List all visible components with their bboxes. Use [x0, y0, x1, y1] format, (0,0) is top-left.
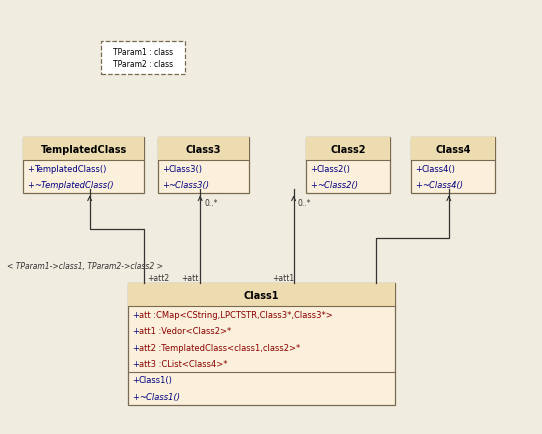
Text: +: +	[132, 326, 139, 335]
Text: ~Class3(): ~Class3()	[169, 181, 210, 190]
Text: ~TemplatedClass(): ~TemplatedClass()	[34, 181, 113, 190]
Bar	[128, 284, 395, 306]
Text: Class3(): Class3()	[169, 164, 203, 173]
Text: +: +	[27, 181, 34, 190]
Text: +: +	[132, 343, 139, 352]
Text: TemplatedClass: TemplatedClass	[41, 145, 127, 154]
Text: ~Class2(): ~Class2()	[317, 181, 358, 190]
Text: +: +	[132, 310, 139, 319]
Text: ~Class4(): ~Class4()	[422, 181, 463, 190]
Text: ~Class1(): ~Class1()	[139, 392, 180, 401]
Text: +: +	[311, 164, 317, 173]
Text: att :CMap<CString,LPCTSTR,Class3*,Class3*>: att :CMap<CString,LPCTSTR,Class3*,Class3…	[139, 310, 333, 319]
Text: att1 :Vedor<Class2>*: att1 :Vedor<Class2>*	[139, 326, 231, 335]
Text: +: +	[132, 392, 139, 401]
Text: Class2(): Class2()	[317, 164, 351, 173]
Text: att2 :TemplatedClass<class1,class2>*: att2 :TemplatedClass<class1,class2>*	[139, 343, 300, 352]
Bar	[306, 138, 390, 193]
Text: 0..*: 0..*	[204, 198, 218, 207]
Text: Class3: Class3	[186, 145, 221, 154]
Text: +: +	[132, 359, 139, 368]
Bar	[23, 138, 144, 193]
Text: Class1: Class1	[244, 290, 279, 300]
Text: 0..*: 0..*	[298, 198, 312, 207]
Text: Class4(): Class4()	[422, 164, 456, 173]
Bar	[128, 284, 395, 404]
Bar	[158, 138, 249, 161]
Bar	[411, 138, 495, 161]
Text: +: +	[27, 164, 34, 173]
Text: +att2: +att2	[147, 273, 169, 283]
Text: +: +	[162, 181, 169, 190]
Text: Class4: Class4	[435, 145, 471, 154]
Bar	[101, 43, 185, 75]
Text: +: +	[162, 164, 169, 173]
Text: < TParam1->class1, TParam2->class2 >: < TParam1->class1, TParam2->class2 >	[7, 262, 163, 271]
Text: +att1: +att1	[272, 273, 294, 283]
Bar	[306, 138, 390, 161]
Bar	[158, 138, 249, 193]
Text: +: +	[416, 181, 422, 190]
Text: Class1(): Class1()	[139, 375, 173, 385]
Text: +att: +att	[182, 273, 199, 283]
Text: +: +	[132, 375, 139, 385]
Text: TParam1 : class
TParam2 : class: TParam1 : class TParam2 : class	[113, 48, 173, 69]
Bar	[23, 138, 144, 161]
Text: +: +	[416, 164, 422, 173]
Text: TemplatedClass(): TemplatedClass()	[34, 164, 106, 173]
Text: att3 :CList<Class4>*: att3 :CList<Class4>*	[139, 359, 228, 368]
Text: +: +	[311, 181, 317, 190]
Bar	[411, 138, 495, 193]
Text: Class2: Class2	[330, 145, 366, 154]
